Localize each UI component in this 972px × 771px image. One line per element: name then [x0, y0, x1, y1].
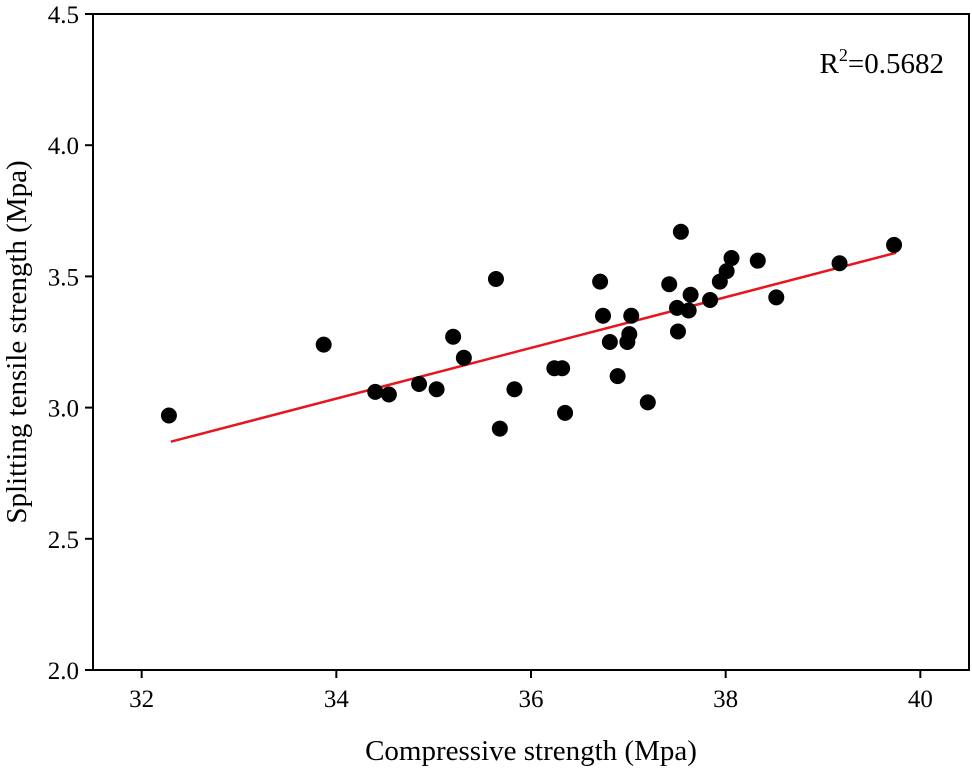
- y-tick-label: 2.0: [48, 658, 79, 685]
- regression-line: [170, 251, 897, 443]
- data-point: [639, 394, 656, 411]
- data-point: [601, 334, 618, 350]
- data-point: [411, 375, 428, 392]
- x-tick-label: 40: [908, 686, 933, 713]
- data-point: [506, 381, 523, 398]
- r-squared-prefix: R: [820, 48, 840, 80]
- x-tick-label: 34: [324, 686, 350, 713]
- data-point: [749, 252, 766, 269]
- data-point: [595, 307, 612, 324]
- data-point: [831, 255, 848, 272]
- y-axis-title: Splitting tensile strength (Mpa): [1, 160, 33, 523]
- data-point: [554, 360, 571, 377]
- axis-ticks: [85, 13, 922, 678]
- data-point: [702, 292, 719, 309]
- x-tick-label: 32: [129, 686, 154, 713]
- data-point: [491, 420, 508, 437]
- axis-tick-labels: 32 34 36 38 40 2.0 2.5 3.0 3.5 4.0 4.5: [48, 2, 933, 713]
- data-point: [669, 323, 686, 340]
- y-tick-label: 3.5: [48, 264, 79, 291]
- y-tick-label: 4.0: [48, 133, 79, 160]
- data-point: [160, 407, 177, 424]
- data-point: [455, 349, 472, 366]
- data-point: [428, 381, 445, 398]
- r-squared-superscript: 2: [839, 45, 848, 65]
- data-point: [592, 273, 609, 290]
- data-point: [623, 307, 640, 324]
- data-point: [682, 286, 699, 303]
- x-axis-title: Compressive strength (Mpa): [365, 735, 697, 767]
- data-point: [445, 328, 462, 345]
- data-point: [886, 236, 903, 253]
- data-point: [680, 302, 697, 319]
- data-point: [723, 250, 740, 267]
- x-tick-label: 38: [713, 686, 738, 713]
- y-tick-label: 3.0: [48, 396, 79, 423]
- plot-frame: [92, 13, 970, 671]
- data-point: [315, 336, 332, 353]
- data-point: [557, 404, 574, 421]
- data-point: [672, 223, 689, 240]
- data-point: [367, 383, 384, 400]
- r-squared-value: =0.5682: [848, 48, 944, 80]
- data-point: [380, 386, 397, 403]
- r-squared-annotation: R2=0.5682: [820, 45, 944, 80]
- data-point: [621, 326, 638, 343]
- data-point: [768, 289, 785, 306]
- data-point: [718, 263, 735, 280]
- x-tick-label: 36: [519, 686, 544, 713]
- data-point: [487, 271, 504, 288]
- y-tick-label: 2.5: [48, 527, 79, 554]
- y-tick-label: 4.5: [48, 2, 79, 29]
- data-points: [160, 223, 903, 437]
- data-point: [661, 276, 678, 293]
- data-point: [609, 368, 626, 385]
